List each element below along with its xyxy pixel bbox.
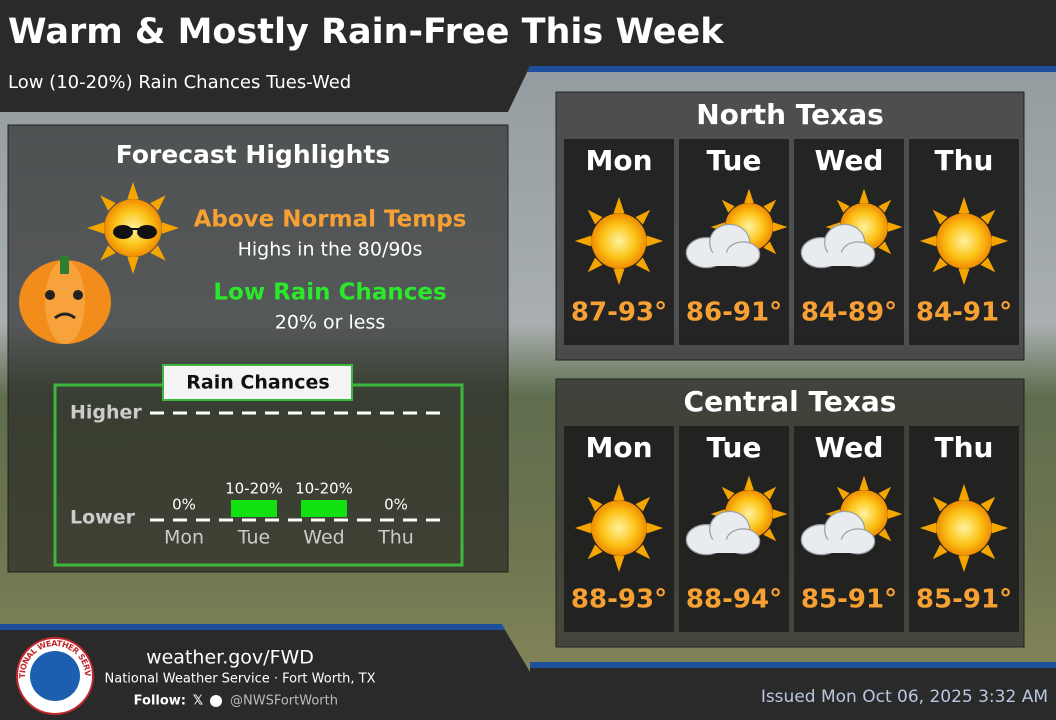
footer-url: weather.gov/FWD <box>146 647 314 669</box>
temp-range: 86-91° <box>686 298 782 328</box>
level-label: Lower <box>70 507 136 529</box>
pumpkin-icon <box>19 256 111 344</box>
follow-label: Follow: <box>134 694 186 709</box>
region-title: North Texas <box>696 98 884 131</box>
region-title: Central Texas <box>684 385 897 418</box>
rain-label: 0% <box>172 496 196 514</box>
rain-bar <box>231 500 277 517</box>
title: Warm & Mostly Rain-Free This Week <box>8 12 724 52</box>
footer-handle: @NWSFortWorth <box>230 694 338 709</box>
day-name: Thu <box>935 431 994 464</box>
highlight-detail: Highs in the 80/90s <box>238 239 423 261</box>
temp-range: 85-91° <box>801 585 897 615</box>
temp-range: 85-91° <box>916 585 1012 615</box>
footer-office: National Weather Service · Fort Worth, T… <box>105 672 376 687</box>
header-band <box>0 0 1056 112</box>
header-stripe <box>527 66 1056 72</box>
rain-bar <box>301 500 347 517</box>
regions: North Texas Mon 87-93° Tue 86-91° Wed 84-89° Th… <box>555 91 1025 648</box>
footer-stripe <box>530 662 1056 668</box>
footer-stripe <box>0 624 505 630</box>
rain-day: Mon <box>164 527 204 549</box>
footer-band <box>0 630 530 720</box>
rain-title: Rain Chances <box>186 372 329 394</box>
temp-range: 88-93° <box>571 585 667 615</box>
day-name: Wed <box>815 144 884 177</box>
temp-range: 88-94° <box>686 585 782 615</box>
rain-label: 0% <box>384 496 408 514</box>
sun-icon <box>919 196 1009 286</box>
rain-label: 10-20% <box>225 480 283 498</box>
highlight-detail: 20% or less <box>275 312 386 334</box>
day-name: Tue <box>707 144 762 177</box>
rain-day: Thu <box>377 527 414 549</box>
temp-range: 84-89° <box>801 298 897 328</box>
rain-day: Wed <box>303 527 344 549</box>
day-name: Wed <box>815 431 884 464</box>
sun-icon <box>574 483 664 573</box>
rain-day: Tue <box>237 527 270 549</box>
day-name: Tue <box>707 431 762 464</box>
rain-label: 10-20% <box>295 480 353 498</box>
temp-range: 87-93° <box>571 298 667 328</box>
sun-icon <box>919 483 1009 573</box>
x-icon: 𝕏 <box>193 694 204 709</box>
day-name: Mon <box>585 431 652 464</box>
day-name: Mon <box>585 144 652 177</box>
day-name: Thu <box>935 144 994 177</box>
highlights-title: Forecast Highlights <box>116 140 391 169</box>
level-label: Higher <box>70 402 142 424</box>
rain-title-box <box>162 364 353 401</box>
temp-range: 84-91° <box>916 298 1012 328</box>
sun-icon <box>574 196 664 286</box>
footer-band <box>530 668 1056 720</box>
highlight-heading: Low Rain Chances <box>213 280 446 306</box>
highlight-heading: Above Normal Temps <box>194 207 467 233</box>
sunglasses <box>113 225 157 239</box>
facebook-icon <box>210 695 222 707</box>
subtitle: Low (10-20%) Rain Chances Tues-Wed <box>8 72 351 93</box>
issued: Issued Mon Oct 06, 2025 3:32 AM <box>761 687 1048 707</box>
highlights-panel <box>7 124 509 573</box>
